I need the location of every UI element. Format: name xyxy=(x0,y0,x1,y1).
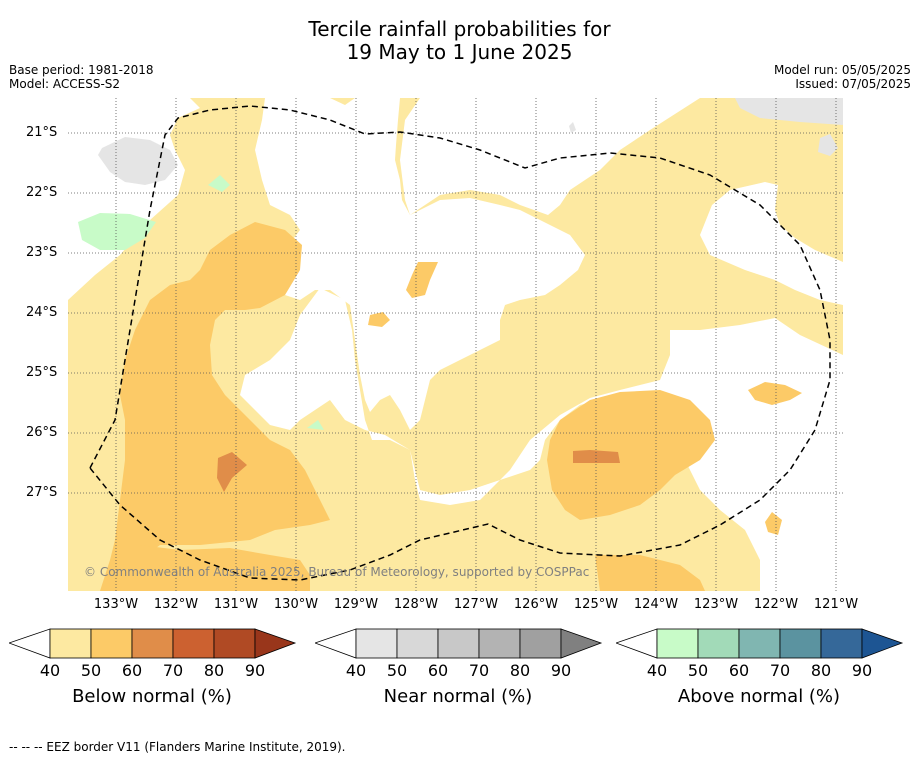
base-period-label: Base period: 1981-2018 xyxy=(9,63,154,77)
lon-tick: 127°W xyxy=(453,597,499,612)
lat-tick: 24°S xyxy=(26,305,58,320)
above-normal-small-north xyxy=(208,175,230,192)
colorbar-near-swatch-3 xyxy=(478,628,521,659)
colorbar-tick: 40 xyxy=(646,661,668,680)
grid-lines xyxy=(68,98,843,591)
lon-tick: 121°W xyxy=(813,597,859,612)
colorbar-above-max-arrow xyxy=(861,628,904,659)
lat-tick: 26°S xyxy=(26,425,58,440)
eez-border-footnote: -- -- -- EEZ border V11 (Flanders Marine… xyxy=(9,740,346,754)
colorbar-tick: 50 xyxy=(80,661,102,680)
colorbar-above-swatch-3 xyxy=(779,628,822,659)
map-title: Tercile rainfall probabilities for 19 Ma… xyxy=(0,18,919,64)
colorbar-below-swatch-3 xyxy=(172,628,215,659)
colorbar-tick: 90 xyxy=(851,661,873,680)
colorbar-below-swatch-4 xyxy=(213,628,256,659)
colorbar-above-swatch-1 xyxy=(697,628,740,659)
lat-tick: 25°S xyxy=(26,365,58,380)
lon-tick: 128°W xyxy=(393,597,439,612)
colorbar-tick: 80 xyxy=(509,661,531,680)
below-50-south-east xyxy=(547,390,715,520)
lon-tick: 129°W xyxy=(333,597,379,612)
colorbar-above-title: Above normal (%) xyxy=(677,686,841,707)
below-50-mid-patch xyxy=(368,312,390,327)
lon-tick: 133°W xyxy=(93,597,139,612)
eez-border xyxy=(89,105,831,581)
below-50-south-tail xyxy=(595,555,705,591)
above-normal-west xyxy=(78,213,156,250)
white-region-se xyxy=(843,350,850,591)
below-50-south-west xyxy=(120,545,310,591)
colorbar-above-swatch-0 xyxy=(656,628,699,659)
lon-tick: 122°W xyxy=(753,597,799,612)
lon-tick: 126°W xyxy=(513,597,559,612)
colorbar-near-min-arrow xyxy=(315,628,357,659)
colorbar-near-swatch-4 xyxy=(519,628,562,659)
white-region-center xyxy=(240,288,843,591)
lat-tick: 21°S xyxy=(26,125,58,140)
model-label: Model: ACCESS-S2 xyxy=(9,77,121,91)
colorbar-near-swatch-0 xyxy=(355,628,398,659)
meta-right: Model run: 05/05/2025 Issued: 07/05/2025 xyxy=(774,63,911,91)
colorbar-tick: 40 xyxy=(39,661,61,680)
colorbar-tick: 70 xyxy=(769,661,791,680)
colorbar-near xyxy=(315,628,603,659)
colorbar-near-swatch-1 xyxy=(396,628,439,659)
title-line-2: 19 May to 1 June 2025 xyxy=(346,40,573,64)
lon-tick: 123°W xyxy=(693,597,739,612)
colorbar-tick: 50 xyxy=(386,661,408,680)
below-50-east-small xyxy=(765,512,782,535)
below-60-patch-west xyxy=(217,452,247,492)
colorbar-below-title: Below normal (%) xyxy=(72,686,232,707)
colorbar-below-swatch-1 xyxy=(90,628,133,659)
lat-tick: 22°S xyxy=(26,185,58,200)
below-50-east-patch xyxy=(748,382,802,405)
colorbar-tick: 80 xyxy=(203,661,225,680)
model-run-label: Model run: 05/05/2025 xyxy=(773,63,911,77)
below-50-north-patch xyxy=(406,262,438,298)
colorbar-tick: 70 xyxy=(468,661,490,680)
colorbar-tick: 90 xyxy=(244,661,266,680)
meta-left: Base period: 1981-2018 Model: ACCESS-S2 xyxy=(9,63,154,91)
colorbar-below-min-arrow xyxy=(9,628,51,659)
colorbar-below-max-arrow xyxy=(254,628,297,659)
near-normal-ne xyxy=(735,98,843,125)
colorbar-near-title: Near normal (%) xyxy=(383,686,533,707)
below-50-west xyxy=(100,222,330,591)
colorbar-near-max-arrow xyxy=(560,628,603,659)
colorbar-below xyxy=(9,628,297,659)
colorbar-above xyxy=(616,628,904,659)
lon-tick: 125°W xyxy=(573,597,619,612)
below-60-patch-east xyxy=(573,450,620,463)
colorbar-below-swatch-2 xyxy=(131,628,174,659)
colorbar-tick: 40 xyxy=(345,661,367,680)
copyright-text: © Commonwealth of Australia 2025, Bureau… xyxy=(84,565,590,579)
lon-tick: 130°W xyxy=(273,597,319,612)
colorbar-below-swatch-0 xyxy=(49,628,92,659)
colorbar-above-swatch-4 xyxy=(820,628,863,659)
colorbar-tick: 90 xyxy=(550,661,572,680)
lon-tick: 132°W xyxy=(153,597,199,612)
colorbar-tick: 80 xyxy=(810,661,832,680)
lon-tick: 124°W xyxy=(633,597,679,612)
above-normal-small-south xyxy=(307,420,324,430)
white-region-ne xyxy=(400,98,843,305)
lat-tick: 23°S xyxy=(26,245,58,260)
title-line-1: Tercile rainfall probabilities for xyxy=(308,17,611,41)
colorbar-tick: 60 xyxy=(728,661,750,680)
issued-label: Issued: 07/05/2025 xyxy=(795,77,911,91)
colorbar-near-swatch-2 xyxy=(437,628,480,659)
colorbar-tick: 70 xyxy=(162,661,184,680)
colorbar-tick: 50 xyxy=(687,661,709,680)
colorbar-tick: 60 xyxy=(121,661,143,680)
lon-tick: 131°W xyxy=(213,597,259,612)
near-normal-ne-small xyxy=(818,134,838,156)
colorbar-tick: 60 xyxy=(427,661,449,680)
lat-tick: 27°S xyxy=(26,485,58,500)
near-normal-dot xyxy=(569,122,576,133)
colorbar-above-min-arrow xyxy=(616,628,658,659)
colorbar-above-swatch-2 xyxy=(738,628,781,659)
